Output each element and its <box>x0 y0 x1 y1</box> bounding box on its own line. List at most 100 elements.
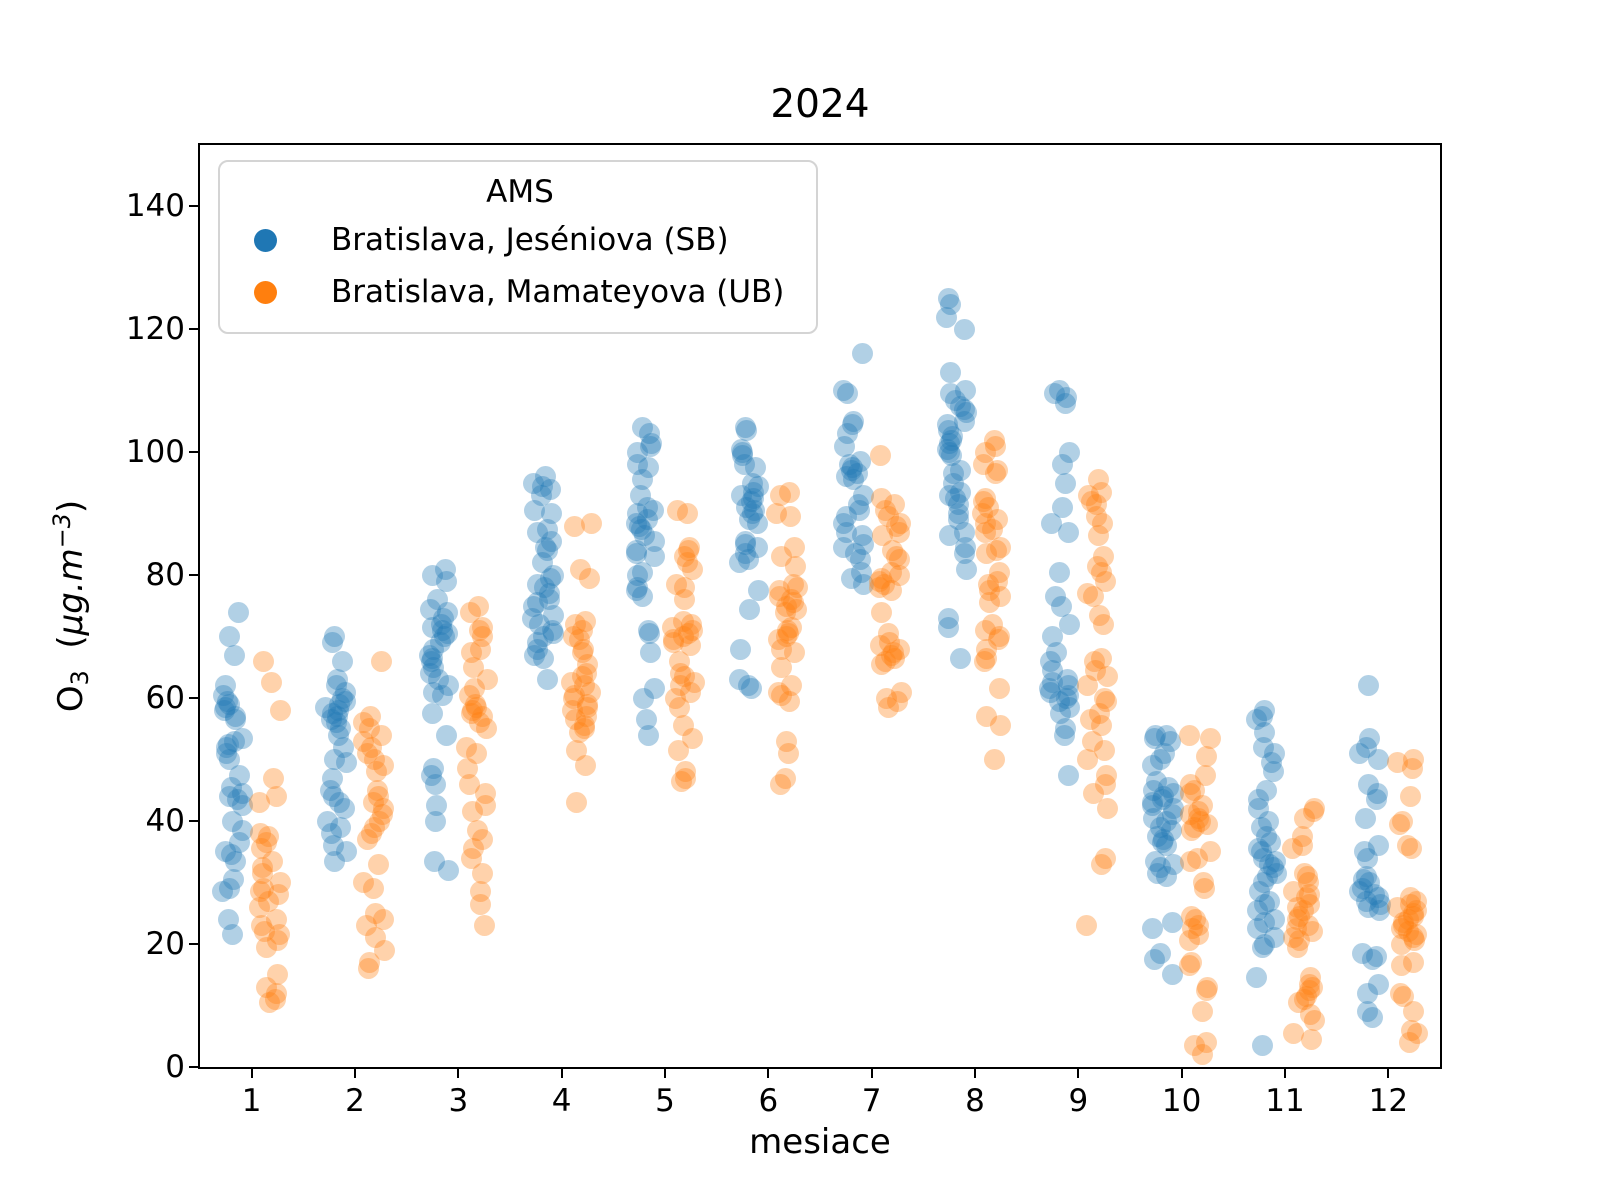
scatter-point <box>1368 749 1390 771</box>
scatter-point <box>266 982 288 1004</box>
scatter-point <box>1397 908 1419 930</box>
scatter-point <box>269 872 291 894</box>
scatter-point <box>423 850 445 872</box>
scatter-point <box>677 540 699 562</box>
scatter-point <box>744 500 766 522</box>
scatter-point <box>466 743 488 765</box>
scatter-point <box>1294 807 1316 829</box>
scatter-point <box>871 524 893 546</box>
scatter-point <box>1183 1034 1205 1056</box>
scatter-point <box>1264 927 1286 949</box>
scatter-point <box>888 549 910 571</box>
scatter-point <box>679 635 701 657</box>
scatter-point <box>884 647 906 669</box>
scatter-point <box>767 681 789 703</box>
scatter-point <box>523 595 545 617</box>
scatter-point <box>641 432 663 454</box>
scatter-point <box>1357 847 1379 869</box>
scatter-point <box>362 878 384 900</box>
scatter-point <box>1248 838 1270 860</box>
scatter-point <box>1293 899 1315 921</box>
scatter-point <box>945 487 967 509</box>
scatter-point <box>627 454 649 476</box>
scatter-point <box>889 512 911 534</box>
scatter-point <box>268 884 290 906</box>
scatter-point <box>950 647 972 669</box>
scatter-point <box>631 417 653 439</box>
scatter-point <box>372 798 394 820</box>
scatter-point <box>372 908 394 930</box>
scatter-point <box>257 890 279 912</box>
scatter-point <box>954 398 976 420</box>
scatter-point <box>323 749 345 771</box>
legend-label: Bratislava, Jeséniova (SB) <box>331 222 729 258</box>
scatter-point <box>1179 850 1201 872</box>
scatter-point <box>1294 988 1316 1010</box>
scatter-point <box>1403 952 1425 973</box>
ylabel-close-paren: ) <box>50 499 91 514</box>
scatter-point <box>335 841 357 863</box>
scatter-point <box>533 626 555 648</box>
scatter-point <box>473 915 495 937</box>
scatter-point <box>1200 727 1222 749</box>
scatter-point <box>434 558 456 580</box>
scatter-point <box>436 724 458 746</box>
scatter-point <box>1253 912 1275 934</box>
scatter-point <box>956 558 977 580</box>
scatter-point <box>1196 1031 1218 1053</box>
scatter-point <box>1143 779 1165 801</box>
scatter-point <box>1093 687 1115 709</box>
ylabel-element: O <box>50 685 91 713</box>
scatter-point <box>869 635 891 657</box>
scatter-point <box>1152 829 1174 851</box>
scatter-point <box>1190 810 1212 832</box>
scatter-point <box>1399 786 1421 808</box>
scatter-point <box>662 617 684 638</box>
scatter-point <box>950 395 972 417</box>
scatter-point <box>1079 709 1101 731</box>
scatter-point <box>954 411 976 433</box>
scatter-point <box>222 924 244 946</box>
scatter-point <box>1084 660 1106 682</box>
legend-title: AMS <box>486 174 554 210</box>
scatter-point <box>638 423 660 445</box>
scatter-point <box>1178 955 1200 977</box>
scatter-point <box>469 638 491 660</box>
scatter-point <box>366 761 388 783</box>
scatter-point <box>1357 675 1379 697</box>
scatter-point <box>988 626 1010 648</box>
scatter-point <box>1357 773 1379 795</box>
scatter-point <box>1162 853 1184 875</box>
scatter-point <box>849 500 871 522</box>
scatter-point <box>357 743 379 765</box>
scatter-point <box>475 795 497 817</box>
scatter-point <box>1386 752 1408 774</box>
scatter-point <box>1367 835 1389 857</box>
scatter-point <box>985 540 1007 562</box>
scatter-point <box>1356 982 1378 1004</box>
scatter-point <box>1087 469 1109 491</box>
scatter-point <box>729 552 751 574</box>
scatter-point <box>1180 804 1202 826</box>
scatter-point <box>1291 835 1313 857</box>
x-tick-mark <box>560 1069 563 1078</box>
scatter-point <box>357 829 379 851</box>
scatter-point <box>1059 441 1081 463</box>
scatter-point <box>674 761 696 783</box>
scatter-point <box>1355 890 1377 912</box>
scatter-point <box>1196 813 1218 835</box>
scatter-point <box>268 924 290 946</box>
x-tick-mark <box>974 1069 976 1078</box>
scatter-point <box>779 690 801 712</box>
scatter-point <box>1155 724 1177 746</box>
scatter-point <box>477 669 499 691</box>
scatter-point <box>1146 770 1168 792</box>
scatter-point <box>1194 764 1216 786</box>
scatter-point <box>626 543 648 565</box>
scatter-point <box>360 706 382 728</box>
scatter-point <box>265 908 287 930</box>
scatter-point <box>1362 948 1384 970</box>
scatter-point <box>533 577 555 599</box>
scatter-point <box>978 592 1000 614</box>
scatter-point <box>1051 454 1073 476</box>
